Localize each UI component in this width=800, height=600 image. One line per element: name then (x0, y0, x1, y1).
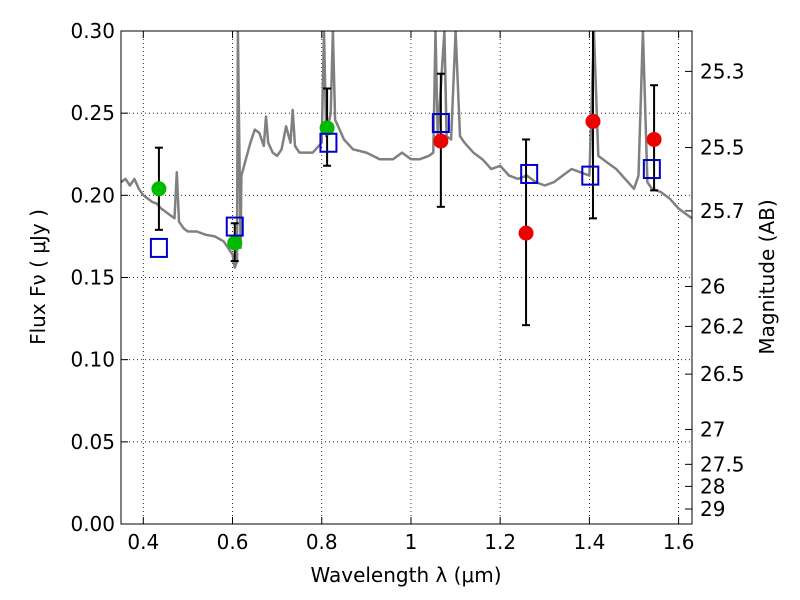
right-axis-label: Magnitude (AB) (755, 199, 779, 354)
y-axis-label: Flux Fν ( μJy ) (26, 209, 50, 345)
data-point-square (149, 237, 168, 258)
mag-tick-label: 25.5 (700, 136, 745, 160)
x-axis-label: Wavelength λ (μm) (310, 563, 501, 587)
data-point-square (431, 113, 450, 134)
data-point-square (319, 132, 338, 153)
x-tick-label: 1.2 (484, 530, 516, 554)
marker-layer (149, 113, 662, 258)
mag-tick-label: 27.5 (700, 452, 745, 476)
x-tick-label: 1.6 (663, 530, 695, 554)
data-point-square (225, 216, 244, 237)
y-tick-label: 0.00 (70, 512, 115, 536)
mag-tick-label: 26.5 (700, 362, 745, 386)
data-point-circle (433, 133, 449, 149)
plot-frame (120, 30, 693, 525)
x-tick-label: 0.6 (217, 530, 249, 554)
data-point-circle (585, 113, 601, 129)
mag-tick-label: 28 (700, 474, 725, 498)
mag-tick-label: 25.7 (700, 199, 745, 223)
y-tick-label: 0.15 (70, 266, 115, 290)
x-tick-label: 1 (405, 530, 418, 554)
model-spectrum-layer (121, 31, 692, 269)
mag-tick-label: 29 (700, 497, 725, 521)
x-tick-label: 1.4 (573, 530, 605, 554)
mag-tick-label: 27 (700, 417, 725, 441)
data-point-circle (227, 235, 243, 251)
x-tick-label: 0.4 (127, 530, 159, 554)
y-tick-label: 0.05 (70, 430, 115, 454)
data-point-circle (518, 225, 534, 241)
data-point-square (642, 159, 661, 180)
mag-tick-label: 26 (700, 274, 725, 298)
y-tick-label: 0.30 (70, 19, 115, 43)
data-point-circle (646, 131, 662, 147)
grid (121, 30, 692, 525)
tick-layer: 0.4 0.6 0.8 1 1.2 1.4 1.6 0.00 0.05 0.10 0.15 0.20 0… (70, 19, 744, 554)
y-tick-label: 0.20 (70, 183, 115, 207)
data-point-square (581, 165, 600, 186)
x-tick-label: 0.8 (306, 530, 338, 554)
data-point-circle (319, 120, 335, 136)
data-point-square (520, 163, 539, 184)
y-tick-label: 0.10 (70, 348, 115, 372)
y-tick-label: 0.25 (70, 101, 115, 125)
model-spectrum-line (121, 31, 692, 269)
mag-tick-label: 25.3 (700, 59, 745, 83)
data-point-circle (151, 181, 167, 197)
mag-tick-label: 26.2 (700, 314, 745, 338)
